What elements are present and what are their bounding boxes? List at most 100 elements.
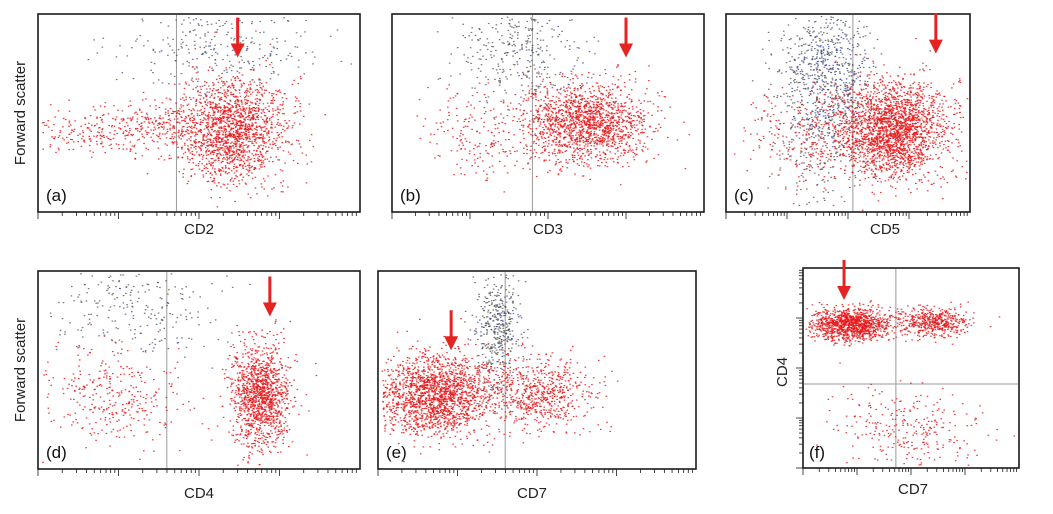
panel-a-event-point [278,134,280,135]
panel-a-event-point [214,111,216,112]
panel-b-event-point [503,117,505,118]
panel-a-letter: (a) [46,186,67,205]
panel-a-event-point [195,148,197,149]
panel-a-event-point [266,133,268,134]
panel-b-event-point [575,127,577,128]
panel-b-event-point [567,163,569,164]
panel-a-event-point [237,111,239,112]
panel-b-event-point [592,112,594,113]
panel-a-event-point [94,125,96,126]
panel-b-event-point [635,154,637,155]
panel-b-event-point [525,94,527,95]
panel-a-event-point [277,122,279,123]
panel-a-event-point [247,147,249,148]
panel-a-event-point [265,60,267,61]
panel-c-event-point [790,128,792,129]
panel-a-event-point [241,67,243,68]
panel-a-event-point [255,177,257,178]
panel-a-event-point [188,150,190,151]
panel-a-event-point [243,121,245,122]
panel-b-event-point [619,131,621,132]
panel-b-event-point [538,86,540,87]
panel-b-event-point [577,119,579,120]
panel-b-event-point [533,122,535,123]
panel-b-event-point [493,91,495,92]
panel-a-event-point [239,116,241,117]
panel-a-event-point [244,83,246,84]
panel-a-event-point [251,23,253,24]
panel-a-event-point [289,120,291,121]
panel-a-event-point [195,134,197,135]
panel-a-event-point [177,147,179,148]
panel-a-event-point [169,118,171,119]
panel-b-event-point [541,136,543,137]
panel-b-event-point [570,116,572,117]
panel-a-event-point [284,163,286,164]
panel-b-event-point [469,150,471,151]
panel-b-event-point [548,103,550,104]
panel-b-event-point [533,120,535,121]
panel-b-event-point [629,98,631,99]
panel-b-event-point [571,93,573,94]
panel-a-event-point [130,105,132,106]
panel-a-event-point [236,153,238,154]
panel-a-event-point [228,172,230,173]
panel-b-event-point [660,127,662,128]
panel-b-event-point [439,78,441,79]
panel-b-event-point [582,176,584,177]
panel-a-event-point [257,90,259,91]
panel-b-event-point [597,117,599,118]
panel-c-event-point [824,135,826,136]
panel-c-event-point [811,124,813,125]
panel-a-event-point [232,94,234,95]
panel-a-event-point [69,111,71,112]
panel-a-event-point [264,141,266,142]
panel-b-event-point [590,134,592,135]
panel-a-event-point [222,150,224,151]
panel-a-event-point [271,95,273,96]
panel-a-event-point [220,115,222,116]
panel-a-event-point [147,173,149,174]
panel-b-event-point [488,130,490,131]
panel-a-event-point [228,125,230,126]
panel-b-event-point [485,45,487,46]
panel-b-event-point [452,128,454,129]
panel-a-event-point [277,132,279,133]
panel-a-event-point [250,94,252,95]
panel-a-event-point [264,159,266,160]
panel-a-event-point [206,158,208,159]
panel-a-event-point [276,38,278,39]
panel-a-event-point [227,87,229,88]
panel-b-event-point [623,149,625,150]
panel-b-event-point [573,148,575,149]
panel-a-event-point [199,110,201,111]
panel-b-event-point [587,121,589,122]
panel-b-event-point [627,116,629,117]
panel-c-event-point [823,50,825,51]
panel-a-event-point [284,41,286,42]
panel-b-event-point [580,134,582,135]
panel-b-event-point [576,142,578,143]
panel-a-event-point [256,101,258,102]
panel-a-event-point [126,148,128,149]
panel-a-event-point [158,127,160,128]
panel-b-event-point [618,134,620,135]
panel-b-event-point [574,128,576,129]
panel-b-event-point [625,150,627,151]
panel-a-event-point [213,119,215,120]
panel-b-event-point [588,134,590,135]
panel-a-event-point [153,130,155,131]
panel-a-event-point [205,125,207,126]
panel-a-event-point [235,175,237,176]
panel-b-event-point [517,35,519,36]
panel-a-event-point [214,160,216,161]
panel-c-event-point [798,46,800,47]
panel-a-event-point [265,153,267,154]
panel-b-event-point [523,101,525,102]
panel-b-event-point [533,115,535,116]
panel-a-event-point [133,78,135,79]
panel-c-event-point [787,96,789,97]
panel-a-event-point [204,143,206,144]
panel-a-event-point [222,145,224,146]
panel-b-event-point [590,112,592,113]
